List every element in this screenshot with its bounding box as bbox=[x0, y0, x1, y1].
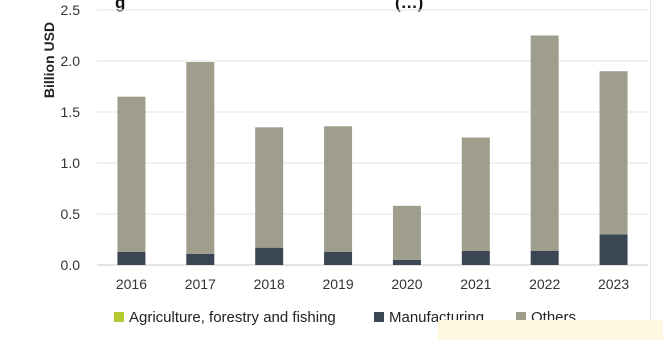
x-axis-ticks: 2016 2017 2018 2019 2020 2021 2022 2023 bbox=[116, 276, 629, 292]
legend-swatch bbox=[516, 312, 526, 322]
y-tick-label: 0.5 bbox=[61, 206, 81, 222]
y-tick-label: 0.0 bbox=[61, 257, 81, 273]
gridlines bbox=[97, 9, 648, 266]
bar-segment bbox=[599, 71, 628, 235]
divider bbox=[650, 0, 651, 320]
x-tick-label: 2017 bbox=[185, 276, 216, 292]
bar-segment bbox=[461, 137, 490, 251]
x-tick-label: 2016 bbox=[116, 276, 147, 292]
chart-title-suffix: (…) bbox=[395, 0, 423, 12]
y-tick-label: 1.0 bbox=[61, 155, 81, 171]
x-tick-label: 2023 bbox=[598, 276, 629, 292]
y-tick-label: 2.5 bbox=[61, 2, 81, 18]
bar-segment bbox=[461, 250, 490, 265]
x-tick-label: 2020 bbox=[391, 276, 422, 292]
x-tick-label: 2022 bbox=[529, 276, 560, 292]
bar-segment bbox=[530, 35, 559, 251]
bar-segment bbox=[392, 205, 421, 260]
bar-segment bbox=[117, 251, 146, 265]
bar-segment bbox=[599, 234, 628, 265]
bar-segment bbox=[255, 247, 284, 265]
chart-title-group: g (…) bbox=[115, 0, 423, 12]
legend-swatch bbox=[374, 312, 384, 322]
y-tick-label: 1.5 bbox=[61, 104, 81, 120]
bar-segment bbox=[186, 253, 215, 265]
bar-segment bbox=[324, 251, 353, 265]
y-tick-label: 2.0 bbox=[61, 53, 81, 69]
legend-label: Agriculture, forestry and fishing bbox=[129, 309, 336, 326]
legend-swatch bbox=[114, 312, 124, 322]
bar-segment bbox=[117, 96, 146, 252]
chart-title: g bbox=[115, 0, 125, 12]
bar-segment bbox=[530, 250, 559, 265]
bar-segment bbox=[186, 62, 215, 254]
x-tick-label: 2018 bbox=[254, 276, 285, 292]
note-box bbox=[438, 320, 663, 340]
x-tick-label: 2019 bbox=[322, 276, 353, 292]
bar-segment bbox=[392, 259, 421, 265]
bar-segment bbox=[255, 127, 284, 248]
y-axis-ticks: 0.0 0.5 1.0 1.5 2.0 2.5 bbox=[61, 2, 81, 273]
bar-segment bbox=[324, 126, 353, 252]
y-axis-title: Billion USD bbox=[41, 22, 57, 98]
x-tick-label: 2021 bbox=[460, 276, 491, 292]
bars bbox=[117, 35, 628, 265]
